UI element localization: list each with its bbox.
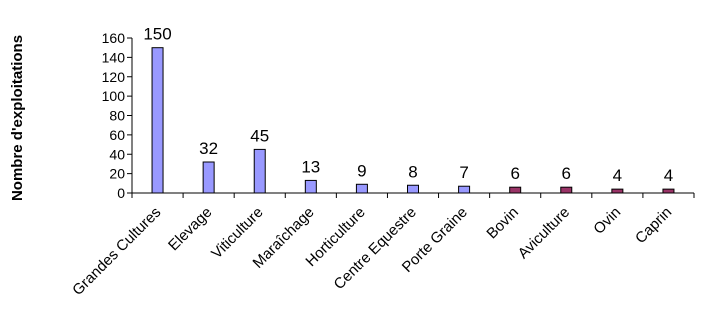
bar [304,179,317,194]
y-tick-label: 100 [102,88,126,104]
bar [407,184,419,194]
data-label: 4 [613,166,622,185]
bar [560,186,573,194]
category-labels: Grandes Cultures ElevageViticultureMaraîc… [69,204,675,299]
data-label: 32 [199,139,218,158]
y-tick-label: 20 [109,166,125,182]
data-label: 45 [250,126,269,145]
y-tick-label: 40 [109,146,125,162]
category-label: Elevage [165,204,215,254]
bar [355,183,368,194]
y-tick-label: 140 [102,49,126,65]
bar [611,188,624,194]
bar [458,185,471,194]
y-tick-label: 120 [102,69,126,85]
bar [151,47,164,194]
axes: 0 20 40 60 80 100 120 140 160 [102,30,695,201]
bar [253,148,266,194]
category-label: Grandes Cultures [69,204,164,299]
data-labels: 150 32 45 13 9 8 7 6 6 4 4 [143,25,673,185]
category-label: Caprin [632,204,675,247]
category-label: Ovin [590,204,624,238]
y-tick-label: 80 [109,108,125,124]
data-label: 13 [301,157,320,176]
y-tick-label: 0 [117,185,125,201]
bars [151,47,675,194]
bar [202,161,215,194]
bar [509,186,522,194]
category-label: Aviculture [515,204,573,262]
y-tick-label: 60 [109,127,125,143]
category-label: Bovin [483,204,522,243]
y-axis-label: Nombre d'exploitations [9,35,26,201]
data-label: 4 [664,166,673,185]
y-tick-label: 160 [102,30,126,46]
data-label: 8 [408,162,417,181]
bar [662,188,675,194]
data-label: 9 [357,161,366,180]
data-label: 7 [459,163,468,182]
data-label: 6 [510,164,519,183]
data-label: 6 [562,164,571,183]
data-label: 150 [143,25,171,44]
